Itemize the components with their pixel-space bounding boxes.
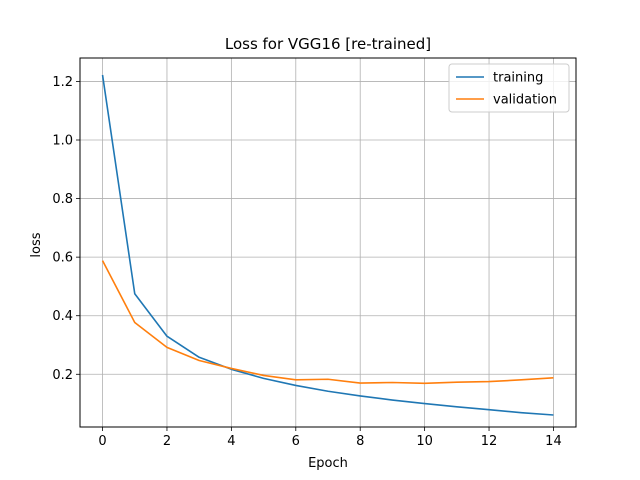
x-tick-label: 2 [163,434,171,449]
legend-box [448,63,570,113]
series-line-validation [101,260,554,385]
x-tick-label: 4 [227,434,235,449]
series-line-training [101,74,554,416]
x-tick-label: 12 [481,434,498,449]
y-tick-label: 0.8 [52,192,73,207]
grid [80,58,576,427]
x-axis-label: Epoch [308,456,348,471]
x-tick-label: 10 [416,434,433,449]
legend: training validation [448,63,570,113]
y-tick-label: 1.2 [52,75,73,90]
y-tick-label: 0.2 [52,368,73,383]
y-tick-label: 0.6 [52,251,73,266]
legend-label-validation: validation [493,93,557,108]
x-tick-label: 6 [292,434,300,449]
plot-area-frame [79,57,577,428]
y-tick-label: 0.4 [52,309,73,324]
x-tick-label: 14 [545,434,562,449]
chart-title: Loss for VGG16 [re-trained] [225,35,431,53]
x-tick-label: 8 [356,434,364,449]
legend-label-training: training [493,71,543,86]
x-tick-label: 0 [98,434,106,449]
axis-ticks: 0 2 4 6 8 10 12 14 0.2 0.4 0.6 0.8 1.0 1.2 [52,75,561,449]
y-tick-label: 1.0 [52,134,73,149]
y-axis-label: loss [29,232,44,257]
series-lines [101,74,554,416]
